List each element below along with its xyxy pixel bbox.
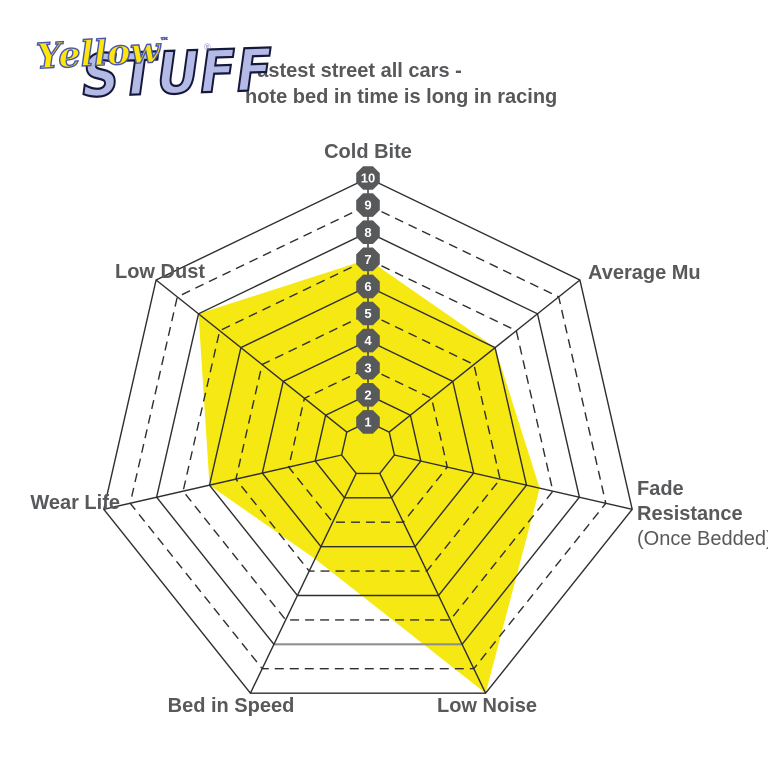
- axis-label-wear-life: Wear Life: [30, 492, 120, 514]
- fade-resistance-sublabel: (Once Bedded): [637, 528, 768, 550]
- registered-symbol: ®: [204, 42, 211, 52]
- ring-2: [314, 394, 422, 499]
- axis-label-cold-bite: Cold Bite: [324, 141, 412, 163]
- scale-badge-label-5: 5: [364, 306, 371, 321]
- scale-badge-7: [356, 247, 380, 272]
- spoke-bed-in-speed: [249, 473, 357, 694]
- subtitle-line2: note bed in time is long in racing: [245, 86, 558, 108]
- scale-badge-label-7: 7: [364, 252, 371, 267]
- scale-badge-1: [356, 410, 380, 434]
- scale-badge-9: [356, 193, 380, 217]
- chart-subtitle: Fastest street all cars - note bed in ti…: [245, 58, 557, 110]
- spoke-wear-life: [103, 454, 342, 510]
- ring-10: [103, 177, 633, 694]
- subtitle-line1: Fastest street all cars -: [245, 60, 462, 82]
- fade-resistance-main: Fade Resistance: [637, 478, 743, 525]
- trademark-symbol: ™: [159, 36, 170, 47]
- axis-label-low-noise: Low Noise: [436, 695, 537, 717]
- scale-badge-3: [356, 355, 380, 380]
- scale-badge-label-8: 8: [364, 225, 371, 240]
- spoke-fade-resistance: [394, 454, 633, 510]
- scale-badge-label-4: 4: [364, 333, 372, 348]
- ring-1: [340, 421, 396, 475]
- scale-badge-label-3: 3: [364, 360, 371, 375]
- scale-badge-4: [356, 328, 380, 353]
- axis-label-average-mu: Average Mu: [588, 262, 701, 284]
- yellowstuff-logo: STUFF Yellow™ ®: [30, 22, 276, 132]
- ring-3: [287, 366, 449, 523]
- scale-badge-label-2: 2: [364, 387, 371, 402]
- ring-9: [129, 204, 607, 670]
- ring-4: [261, 339, 475, 548]
- spoke-average-mu: [388, 279, 581, 433]
- scale-badge-label-1: 1: [364, 415, 371, 430]
- spoke-low-noise: [379, 473, 487, 694]
- scale-badge-label-9: 9: [364, 198, 371, 213]
- scale-badge-label-10: 10: [361, 171, 375, 186]
- logo-yellow-text: Yellow™: [35, 25, 170, 78]
- scale-badge-6: [356, 274, 380, 299]
- scale-badge-5: [356, 301, 380, 326]
- data-polygon-yellowstuff: [198, 259, 540, 694]
- ring-5: [235, 312, 501, 572]
- spoke-low-dust: [155, 279, 348, 433]
- scale-badge-label-6: 6: [364, 279, 371, 294]
- ring-6: [208, 285, 528, 597]
- axis-label-fade-resistance: Fade Resistance (Once Bedded): [637, 477, 768, 552]
- axis-label-bed-in-speed: Bed in Speed: [167, 695, 295, 717]
- logo-yellow-word: Yellow: [35, 29, 163, 78]
- scale-badge-8: [356, 220, 380, 244]
- scale-badge-2: [356, 383, 380, 407]
- axis-label-low-dust: Low Dust: [115, 261, 205, 283]
- scale-badge-10: [356, 166, 380, 190]
- ring-7: [182, 258, 554, 621]
